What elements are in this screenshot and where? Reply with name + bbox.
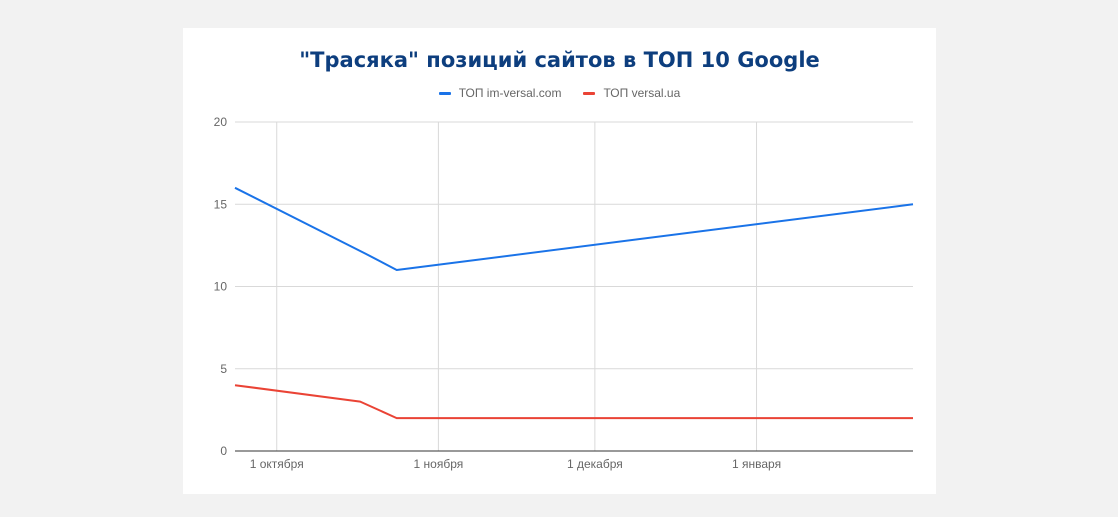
series-line-1[interactable] [234,384,913,420]
chart-title: "Трасяка" позиций сайтов в ТОП 10 Google [299,48,820,72]
legend-swatch-im-versal [438,91,451,95]
legend-label-versal-ua: ТОП versal.ua [603,86,681,100]
y-tick-label: 0 [220,444,227,458]
legend-label-im-versal: ТОП im-versal.com [458,86,562,100]
chart-legend: ТОП im-versal.com ТОП versal.ua [183,86,936,100]
y-tick-label: 10 [214,280,228,294]
x-tick-label: 1 ноября [414,457,464,471]
legend-swatch-versal-ua [583,91,596,95]
x-tick-label: 1 декабря [567,457,623,471]
x-tick-label: 1 января [732,457,781,471]
axis-layer: 0 5 10 15 20 1 октября 1 ноября 1 декабря 1 янва… [214,115,913,471]
series-layer [234,186,914,420]
chart-card: "Трасяка" позиций сайтов в ТОП 10 Google… [183,28,936,494]
y-tick-label: 5 [220,362,227,376]
series-line-0[interactable] [234,186,914,271]
grid-layer [235,121,913,451]
y-tick-label: 20 [214,115,228,129]
y-tick-label: 15 [214,197,228,211]
legend-item-versal-ua[interactable]: ТОП versal.ua [583,86,680,100]
x-tick-label: 1 октября [250,457,304,471]
legend-item-im-versal[interactable]: ТОП im-versal.com [438,86,562,100]
line-chart: 0 5 10 15 20 1 октября 1 ноября 1 декабря 1 янва… [214,115,914,471]
